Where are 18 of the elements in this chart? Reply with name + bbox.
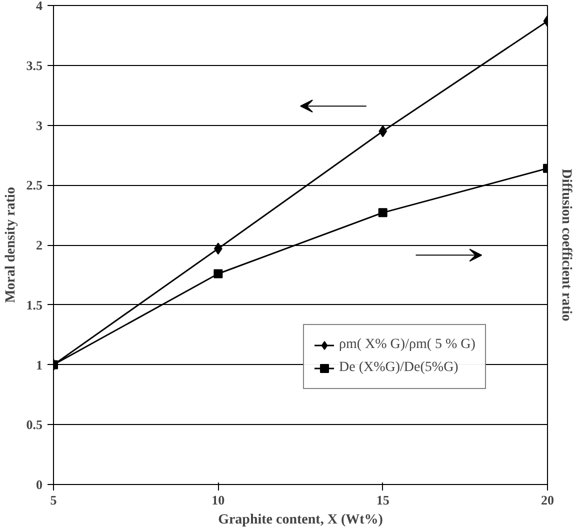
x-tick-label: 5 xyxy=(50,492,58,508)
legend-label: De (X%G)/De(5%G) xyxy=(339,360,458,376)
legend-label: ρm( X% G)/ρm( 5 % G) xyxy=(339,337,476,353)
y-tick-label: 2 xyxy=(36,238,42,252)
y-tick-label: 1.5 xyxy=(26,297,43,312)
y-tick-label: 3 xyxy=(36,118,43,133)
x-tick-label: 20 xyxy=(541,492,554,508)
x-axis-title: Graphite content, X (Wt%) xyxy=(218,512,384,528)
y-tick-label: 4 xyxy=(36,0,43,13)
x-tick-label: 10 xyxy=(212,492,225,508)
y-tick-label: 3.5 xyxy=(26,58,43,73)
y-tick-label: 1 xyxy=(36,357,42,372)
y-tick-label: 0.5 xyxy=(26,417,43,432)
x-tick-label: 15 xyxy=(376,492,390,508)
y-tick-label: 2.5 xyxy=(26,178,43,193)
y2-axis-title: Diffusion coefficient ratio xyxy=(558,168,574,322)
y-tick-label: 0 xyxy=(36,477,42,492)
y-axis-title: Moral density ratio xyxy=(3,187,18,303)
